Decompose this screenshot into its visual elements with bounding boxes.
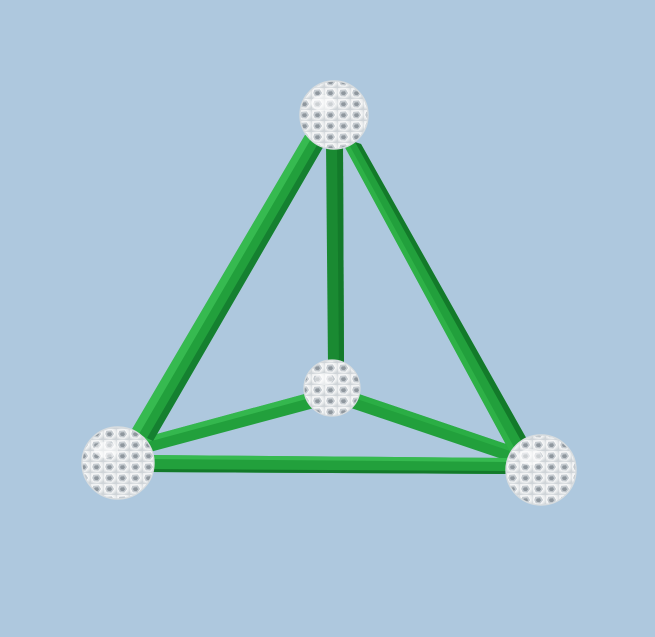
vertex-node-left [81,426,155,500]
vertex-node-back [303,359,361,417]
strut-center-left [142,392,318,452]
vertex-node-right [505,434,577,506]
strut-center-right [345,391,515,461]
strut-front-left [131,135,326,441]
vertex-node-top [299,80,369,150]
strut-back-vertical [326,143,344,368]
strut-front-right [340,138,529,452]
strut-bottom-front [148,455,512,474]
